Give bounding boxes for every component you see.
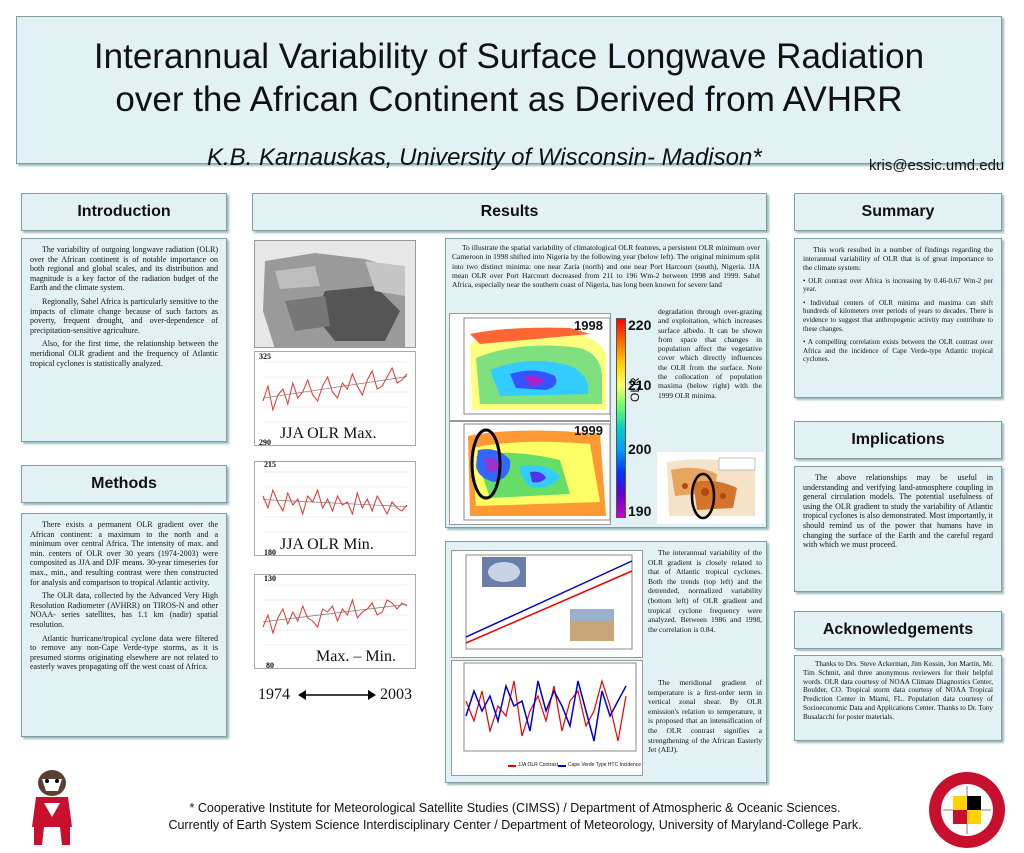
olr-min-trend bbox=[262, 499, 408, 508]
title-banner: Interannual Variability of Surface Longw… bbox=[16, 16, 1004, 174]
olr-diff-bottom-tick: 80 bbox=[266, 661, 274, 670]
acknowledgements-panel: Thanks to Drs. Steve Ackerman, Jim Kossi… bbox=[794, 655, 1002, 741]
trend-chart bbox=[451, 550, 643, 658]
year-range-arrow bbox=[298, 690, 376, 700]
summary-list: OLR contrast over Africa is increasing b… bbox=[803, 277, 993, 364]
methods-panel: There exists a permanent OLR gradient ov… bbox=[21, 513, 227, 737]
implications-panel: The above relationships may be useful in… bbox=[794, 466, 1002, 592]
methods-header: Methods bbox=[21, 465, 227, 503]
variability-chart: JJA OLR Contrast Cape Verde Type HTC Inc… bbox=[451, 660, 643, 776]
scale-title: OLR bbox=[628, 377, 642, 402]
implications-header: Implications bbox=[794, 421, 1002, 459]
legend-contrast: JJA OLR Contrast bbox=[518, 762, 559, 768]
legend-cyclones: Cape Verde Type HTC Incidence bbox=[568, 762, 642, 768]
summary-panel: This work resulted in a number of findin… bbox=[794, 238, 1002, 398]
footer-affiliations: * Cooperative Institute for Meteorologic… bbox=[168, 801, 862, 832]
scale-200: 200 bbox=[628, 441, 652, 457]
variability-chart-svg bbox=[463, 662, 637, 767]
olr-diff-chart bbox=[262, 584, 408, 646]
scale-210: 210 bbox=[628, 377, 652, 393]
olr-min-top-tick: 215 bbox=[264, 460, 276, 469]
trend-chart-svg bbox=[465, 554, 633, 650]
olr-max-timeseries bbox=[254, 351, 416, 446]
map-year-1999: 1999 bbox=[574, 423, 603, 438]
scale-220: 220 bbox=[628, 317, 652, 333]
year-end-label: 2003 bbox=[380, 686, 412, 703]
africa-map-image bbox=[254, 240, 416, 348]
year-start-label: 1974 bbox=[258, 686, 290, 703]
summary-header: Summary bbox=[794, 193, 1002, 231]
olr-min-label: JJA OLR Min. bbox=[280, 536, 374, 553]
olr-map-1999-svg bbox=[463, 423, 610, 521]
introduction-panel: The variability of outgoing longwave rad… bbox=[21, 238, 227, 442]
olr-min-bottom-tick: 180 bbox=[264, 548, 276, 557]
bucky-badger-logo bbox=[32, 770, 72, 845]
population-map bbox=[657, 452, 764, 524]
results-header: Results bbox=[252, 193, 767, 231]
olr-diff-timeseries bbox=[254, 574, 416, 669]
population-map-svg bbox=[663, 454, 759, 520]
olr-map-1999 bbox=[449, 421, 611, 525]
olr-diff-trend bbox=[262, 603, 408, 623]
olr-min-timeseries bbox=[254, 461, 416, 556]
olr-max-top-tick: 325 bbox=[259, 352, 271, 361]
olr-map-1998 bbox=[449, 313, 611, 421]
olr-color-scale bbox=[616, 318, 626, 518]
olr-min-line bbox=[262, 488, 408, 516]
olr-diff-top-tick: 130 bbox=[264, 574, 276, 583]
scale-190: 190 bbox=[628, 503, 652, 519]
umd-seal-logo bbox=[929, 772, 1005, 848]
olr-diff-label: Max. – Min. bbox=[316, 648, 396, 665]
olr-max-trend bbox=[262, 376, 408, 399]
map-year-1998: 1998 bbox=[574, 318, 603, 333]
introduction-header: Introduction bbox=[21, 193, 227, 231]
author-line: K.B. Karnauskas, University of Wisconsin… bbox=[207, 144, 762, 171]
olr-max-line bbox=[262, 366, 408, 412]
olr-max-label: JJA OLR Max. bbox=[280, 425, 377, 442]
olr-max-bottom-tick: 290 bbox=[259, 438, 271, 447]
author-email: kris@essic.umd.edu bbox=[869, 157, 1005, 174]
poster-title: Interannual Variability of Surface Longw… bbox=[93, 37, 925, 119]
africa-map-svg bbox=[255, 241, 415, 347]
olr-min-chart bbox=[262, 471, 408, 533]
acknowledgements-header: Acknowledgements bbox=[794, 611, 1002, 649]
olr-map-1998-svg bbox=[463, 317, 610, 415]
olr-max-chart bbox=[262, 361, 408, 423]
olr-diff-line bbox=[262, 598, 408, 635]
